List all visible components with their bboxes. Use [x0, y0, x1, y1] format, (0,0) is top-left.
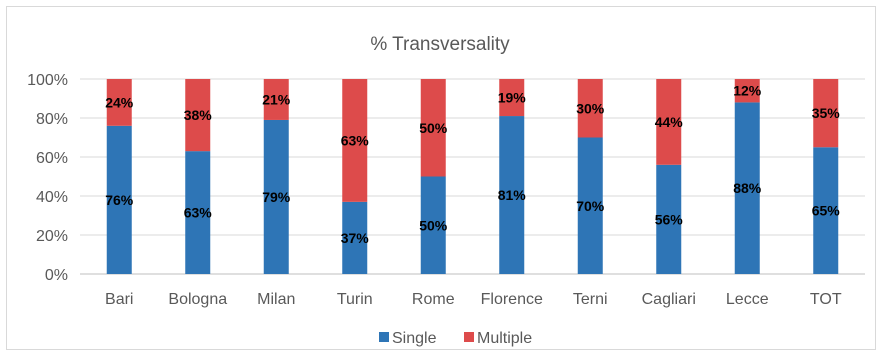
y-tick-label: 100% — [27, 72, 68, 89]
bar-multiple — [263, 79, 289, 120]
bar-multiple — [577, 79, 603, 138]
data-label: 24% — [105, 94, 134, 110]
y-tick-label: 0% — [45, 267, 68, 284]
data-label: 50% — [419, 120, 448, 136]
bar-single — [499, 116, 525, 274]
legend: Single Multiple — [379, 330, 532, 347]
bar-multiple — [185, 79, 211, 152]
bar-single — [106, 125, 132, 274]
data-label: 81% — [498, 187, 527, 203]
bar-multiple — [813, 79, 839, 148]
legend-swatch — [464, 332, 474, 342]
bar-single — [734, 102, 760, 275]
data-label: 79% — [262, 189, 291, 205]
y-axis-ticks: 0% 20% 40% 60% 80% 100% — [27, 72, 68, 284]
data-label: 88% — [733, 180, 762, 196]
data-label: 38% — [184, 107, 213, 123]
y-tick-label: 40% — [36, 189, 68, 206]
bar-single — [342, 201, 368, 274]
y-tick-label: 60% — [36, 150, 68, 167]
data-labels: 76% 24% 63% 38% 79% 21% 37% 63% 50% 50% 81% 19% 70% 3… — [105, 83, 840, 246]
data-label: 19% — [498, 90, 527, 106]
y-tick-label: 80% — [36, 111, 68, 128]
x-category-label: Lecce — [726, 291, 769, 308]
legend-label: Single — [392, 330, 437, 347]
data-label: 37% — [341, 230, 370, 246]
x-category-label: Bari — [105, 291, 133, 308]
x-category-label: Rome — [412, 291, 455, 308]
x-category-label: TOT — [810, 291, 842, 308]
bar-single — [577, 137, 603, 274]
x-category-label: Florence — [481, 291, 543, 308]
bar-single — [263, 119, 289, 274]
data-label: 56% — [655, 211, 684, 227]
x-category-label: Terni — [573, 291, 608, 308]
bar-single — [656, 164, 682, 274]
bar-single — [813, 147, 839, 274]
data-label: 76% — [105, 192, 134, 208]
bar-single — [420, 176, 446, 274]
data-label: 65% — [812, 203, 841, 219]
gridlines — [80, 78, 865, 275]
data-label: 63% — [184, 205, 213, 221]
bar-multiple — [106, 79, 132, 126]
legend-label: Multiple — [477, 330, 532, 347]
bars — [106, 79, 839, 275]
data-label: 35% — [812, 105, 841, 121]
data-label: 12% — [733, 83, 762, 99]
x-category-label: Bologna — [168, 291, 227, 308]
legend-swatch — [379, 332, 389, 342]
bar-multiple — [420, 79, 446, 177]
x-axis-categories: Bari Bologna Milan Turin Rome Florence Terni Ca… — [105, 291, 842, 308]
x-category-label: Milan — [257, 291, 295, 308]
data-label: 70% — [576, 198, 605, 214]
chart-title: % Transversality — [370, 34, 510, 55]
bar-multiple — [499, 79, 525, 117]
bar-multiple — [734, 79, 760, 103]
x-category-label: Cagliari — [642, 291, 696, 308]
y-tick-label: 20% — [36, 228, 68, 245]
bar-multiple — [656, 79, 682, 165]
x-category-label: Turin — [337, 291, 373, 308]
data-label: 50% — [419, 217, 448, 233]
data-label: 63% — [341, 132, 370, 148]
bar-multiple — [342, 79, 368, 202]
data-label: 21% — [262, 91, 291, 107]
data-label: 44% — [655, 114, 684, 130]
bar-single — [185, 151, 211, 274]
data-label: 30% — [576, 100, 605, 116]
